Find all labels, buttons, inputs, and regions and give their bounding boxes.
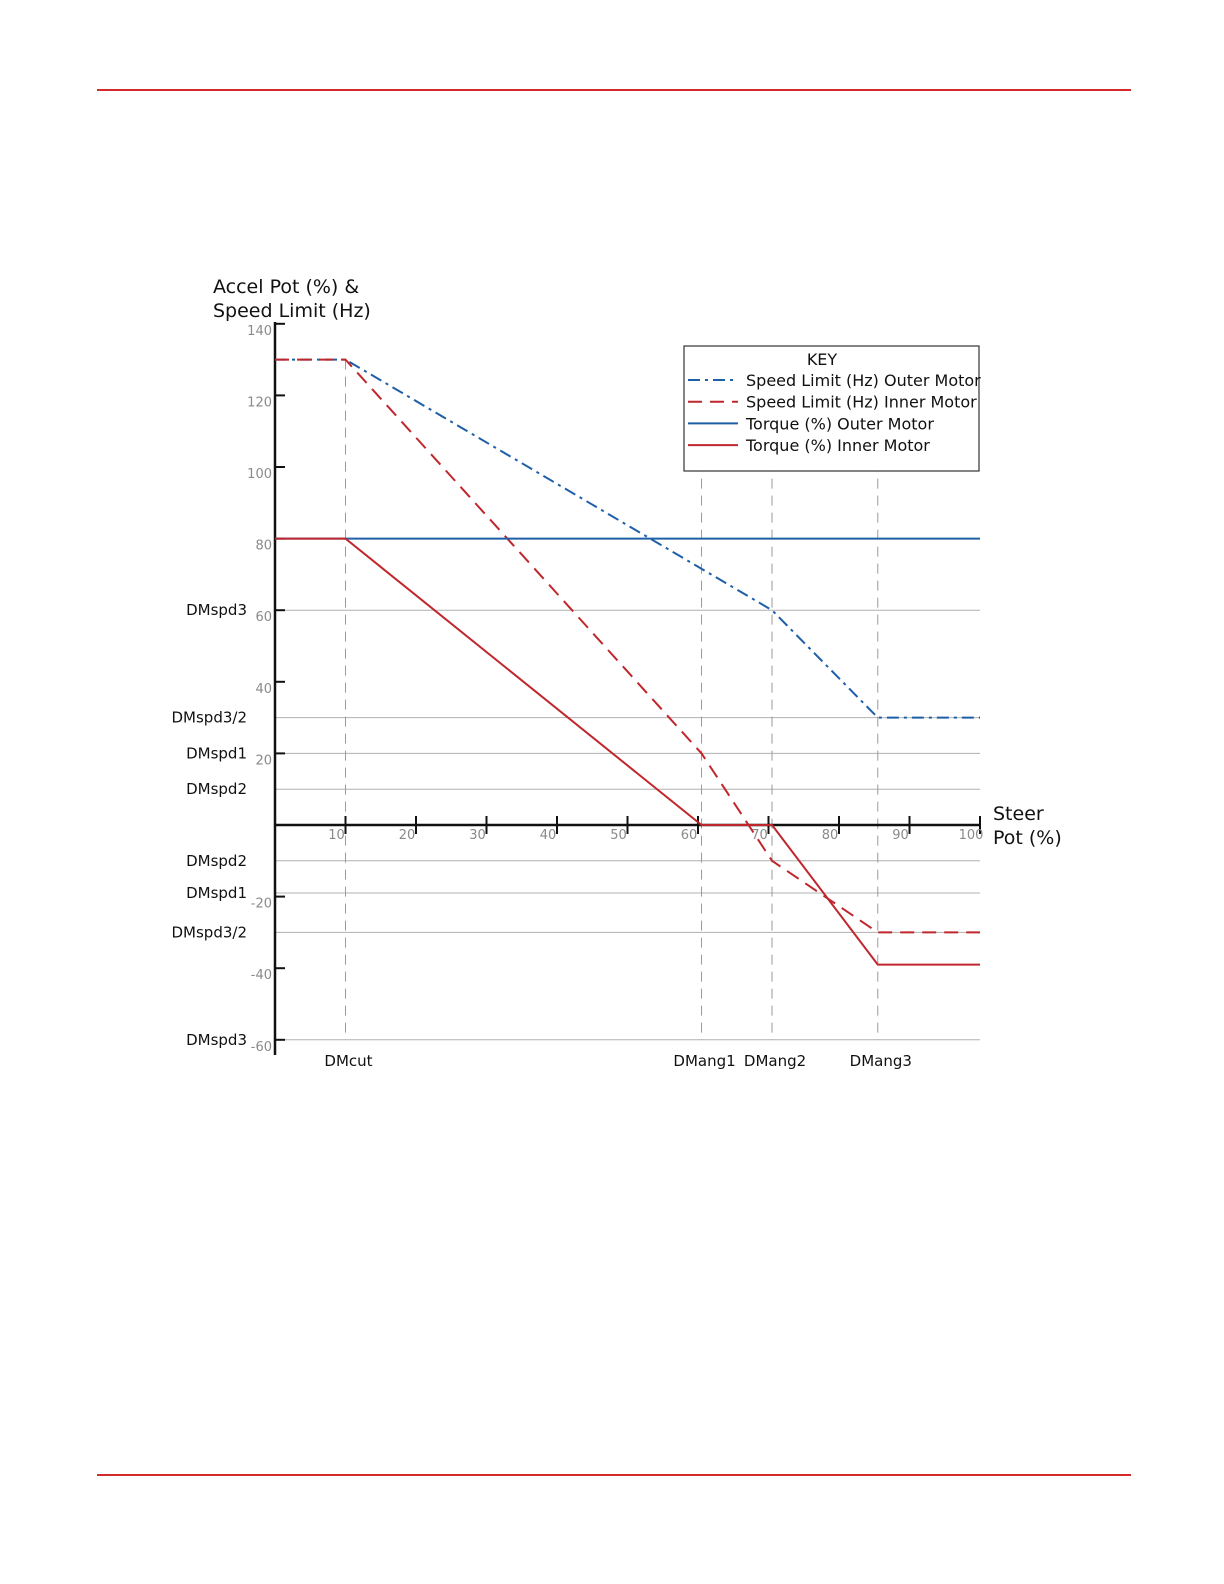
reference-label-x: DMang3 bbox=[850, 1052, 912, 1070]
y-tick-label: 140 bbox=[247, 324, 272, 339]
y-tick-label: -40 bbox=[251, 968, 272, 983]
x-axis-title-line: Pot (%) bbox=[993, 827, 1062, 849]
legend-entry: Torque (%) Outer Motor bbox=[745, 414, 934, 433]
x-tick-label: 30 bbox=[469, 828, 486, 843]
y-axis-title: Accel Pot (%) & Speed Limit (Hz) bbox=[213, 276, 371, 322]
series-line-2 bbox=[275, 358, 980, 934]
x-axis-title-line: Steer bbox=[993, 803, 1044, 825]
header-rule bbox=[97, 89, 1131, 91]
x-tick-label: 20 bbox=[399, 828, 416, 843]
x-tick-label: 100 bbox=[959, 828, 984, 843]
y-tick-label: 100 bbox=[247, 467, 272, 482]
x-tick-label: 60 bbox=[681, 828, 698, 843]
series-line-4 bbox=[275, 537, 980, 966]
x-tick-label: 10 bbox=[328, 828, 345, 843]
reference-label-y: DMspd1 bbox=[186, 744, 247, 762]
reference-label-y: DMspd3 bbox=[186, 1031, 247, 1049]
x-tick-label: 80 bbox=[822, 828, 839, 843]
reference-label-y: DMspd2 bbox=[186, 780, 247, 798]
y-tick-label: 120 bbox=[247, 395, 272, 410]
x-axis-title: Steer Pot (%) bbox=[993, 803, 1062, 849]
x-tick-label: 50 bbox=[610, 828, 627, 843]
y-tick-label: 60 bbox=[255, 610, 272, 625]
footer-rule bbox=[97, 1474, 1131, 1476]
y-axis-title-line: Speed Limit (Hz) bbox=[213, 300, 371, 322]
reference-label-y: DMspd3 bbox=[186, 601, 247, 619]
legend-entry: Torque (%) Inner Motor bbox=[745, 436, 930, 455]
y-tick-label: 40 bbox=[255, 682, 272, 697]
x-tick-label: 70 bbox=[751, 828, 768, 843]
y-tick-label: 80 bbox=[255, 539, 272, 554]
legend-entry: Speed Limit (Hz) Inner Motor bbox=[746, 393, 977, 412]
legend-entry: Speed Limit (Hz) Outer Motor bbox=[746, 371, 981, 390]
legend-title: KEY bbox=[807, 350, 838, 369]
reference-label-x: DMcut bbox=[324, 1052, 372, 1070]
reference-label-x: DMang1 bbox=[673, 1052, 735, 1070]
y-axis-title-line: Accel Pot (%) & bbox=[213, 276, 359, 298]
reference-label-y: DMspd3/2 bbox=[172, 709, 248, 727]
x-tick-label: 90 bbox=[892, 828, 909, 843]
y-tick-label: -60 bbox=[251, 1040, 272, 1055]
y-tick-label: 20 bbox=[255, 753, 272, 768]
legend-box bbox=[683, 345, 980, 472]
reference-label-y: DMspd2 bbox=[186, 852, 247, 870]
reference-label-x: DMang2 bbox=[744, 1052, 806, 1070]
x-tick-label: 40 bbox=[540, 828, 557, 843]
reference-label-y: DMspd1 bbox=[186, 884, 247, 902]
reference-label-y: DMspd3/2 bbox=[172, 923, 248, 941]
y-tick-label: -20 bbox=[251, 897, 272, 912]
